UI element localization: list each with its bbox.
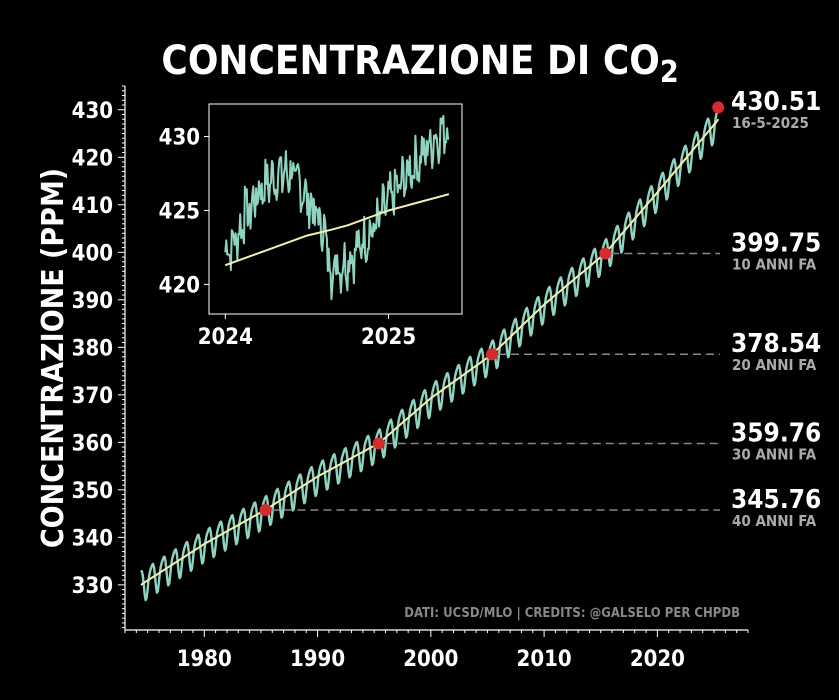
inset-y-tick-label: 430 [159,126,200,151]
y-tick-label: 340 [72,526,113,551]
credits-text: DATI: UCSD/MLO | CREDITS: @GALSELO PER C… [404,606,740,621]
x-tick-label: 1990 [290,647,345,672]
inset-x-tick-label: 2024 [198,325,253,350]
trend-series-line [140,118,720,586]
annotation-marker [486,348,499,361]
y-tick-label: 380 [72,336,113,361]
inset-daily-line [224,115,450,301]
y-tick-label: 420 [72,146,113,171]
annotation-sublabel: 30 ANNI FA [732,445,817,463]
x-tick-label: 2010 [517,647,572,672]
annotation-marker [599,247,612,260]
y-tick-label: 330 [72,574,113,599]
annotation-marker [259,503,272,516]
y-tick-label: 360 [72,431,113,456]
title-subscript: 2 [660,55,679,90]
title-main: CONCENTRAZIONE DI CO [161,38,659,84]
annotation-marker [712,101,725,114]
x-tick-label: 1980 [177,647,232,672]
annotation-sublabel: 10 ANNI FA [732,255,817,273]
annotation-value: 378.54 [731,329,821,359]
annotation-value: 359.76 [731,418,821,448]
inset-trend-line [224,193,450,267]
annotation-value: 399.75 [731,228,821,258]
annotation-sublabel: 40 ANNI FA [732,512,817,530]
y-tick-label: 390 [72,289,113,314]
y-tick-label: 400 [72,241,113,266]
annotation-marker [372,437,385,450]
x-tick-label: 2000 [403,647,458,672]
y-tick-label: 350 [72,479,113,504]
chart-title: CONCENTRAZIONE DI CO2 [161,38,678,90]
annotation-value: 345.76 [731,485,821,515]
main-axes: 330 340 350 360 370 380 390 400 410 420 430 1980 199… [72,85,749,672]
annotation-value: 430.51 [731,87,821,117]
y-tick-label: 430 [72,99,113,124]
annotation-sublabel: 16-5-2025 [732,114,809,132]
annotation-sublabel: 20 ANNI FA [732,356,817,374]
y-tick-label: 370 [72,384,113,409]
y-tick-label: 410 [72,194,113,219]
inset-y-tick-label: 425 [159,199,200,224]
monthly-series-line [140,106,720,602]
y-axis-label: CONCENTRAZIONE (PPM) [36,168,71,548]
inset-plot: 420 425 430 2024 2025 [159,115,450,350]
inset-x-tick-label: 2025 [361,325,416,350]
x-tick-label: 2020 [630,647,685,672]
inset-y-tick-label: 420 [159,273,200,298]
main-plot-area [140,106,720,602]
